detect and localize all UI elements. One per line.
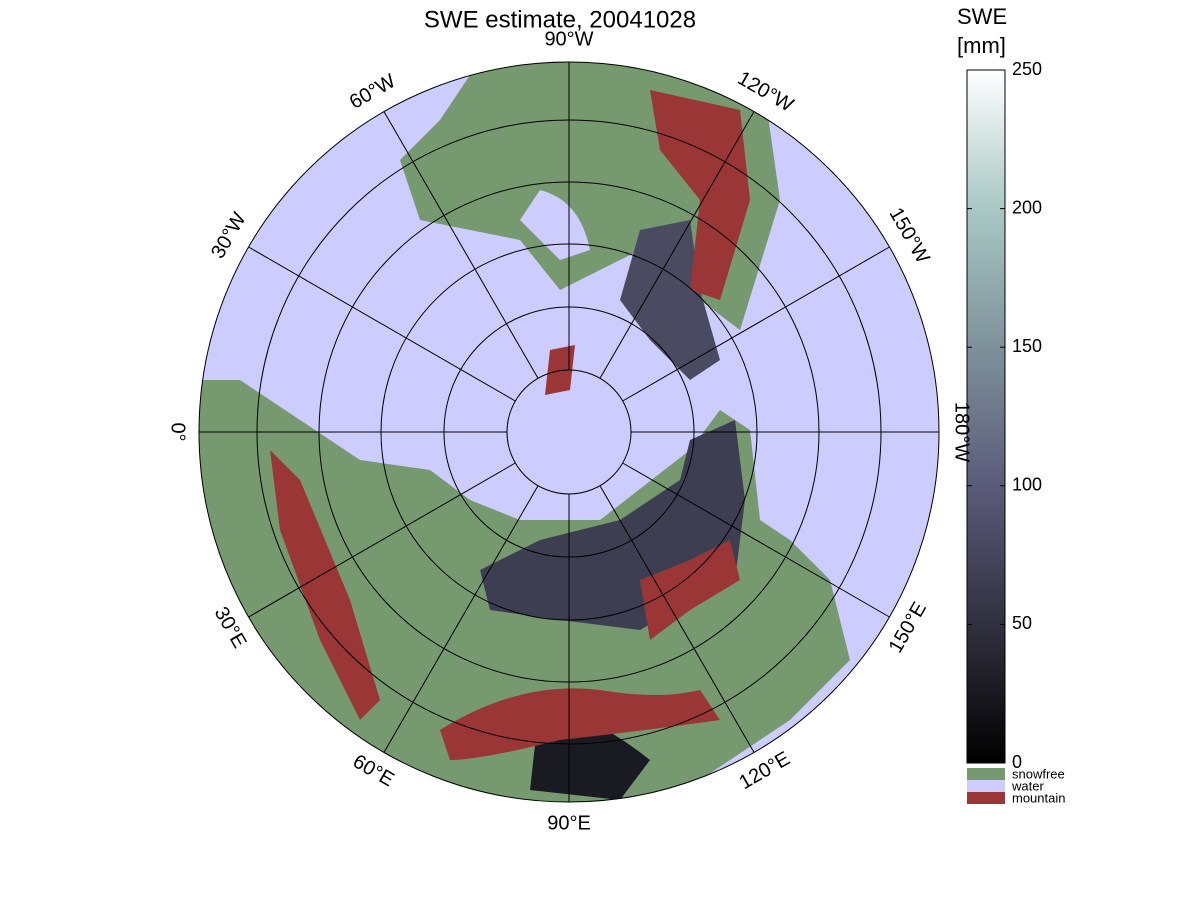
rockies [650, 90, 750, 300]
colorbar-title: [mm] [957, 33, 1006, 58]
meridian [622, 462, 890, 618]
colorbar-tick-label: 200 [1012, 197, 1042, 217]
colorbar-tick-label: 50 [1012, 613, 1032, 633]
meridian [622, 246, 890, 402]
urals [270, 450, 380, 720]
himalaya [440, 688, 720, 760]
colorbar-title: SWE [957, 4, 1007, 29]
meridian [383, 485, 539, 753]
legend-swatch [967, 768, 1005, 780]
colorbar-tick-label: 0 [1012, 752, 1022, 772]
map-disk [199, 62, 939, 802]
colorbar-tick-label: 150 [1012, 336, 1042, 356]
legend-swatch [967, 780, 1005, 792]
colorbar-tick-label: 100 [1012, 475, 1042, 495]
legend-label: mountain [1012, 790, 1065, 805]
meridian [599, 111, 755, 379]
greenland-edge [545, 345, 575, 395]
meridian-label: 0° [167, 422, 189, 441]
colorbar-tick-label: 250 [1012, 59, 1042, 79]
colorbar [966, 69, 1006, 764]
meridian-label: 180°W [951, 402, 973, 462]
meridian-label: 90°W [544, 28, 593, 50]
legend-swatch [967, 792, 1005, 804]
meridian [383, 111, 539, 379]
meridian-label: 90°E [547, 812, 591, 834]
meridian [248, 462, 516, 618]
hudson-bay [520, 190, 590, 260]
graticule [198, 61, 940, 803]
siberian-ranges [640, 540, 740, 640]
meridian [599, 485, 755, 753]
legend-label: snowfree [1012, 766, 1065, 781]
meridian [248, 246, 516, 402]
legend-label: water [1011, 778, 1044, 793]
map-title: SWE estimate, 20041028 [424, 6, 696, 33]
